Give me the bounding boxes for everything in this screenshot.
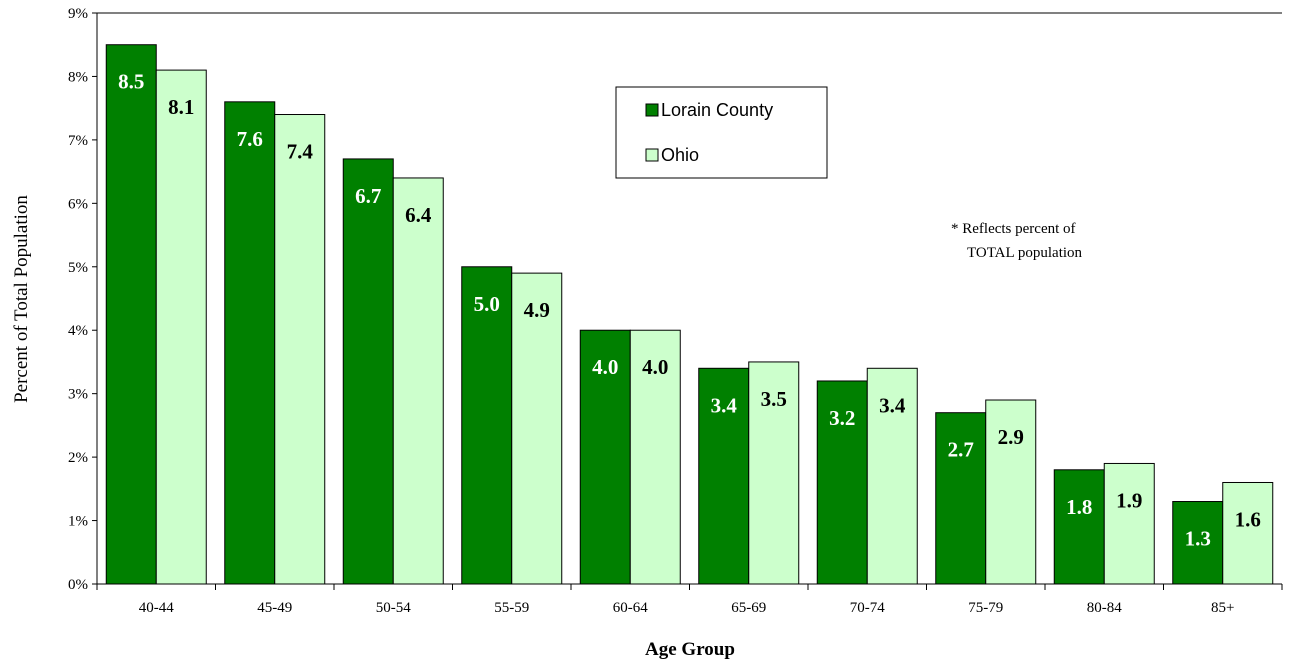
bar-ohio xyxy=(1103,462,1155,585)
data-label: 1.3 xyxy=(1185,527,1211,551)
x-tick-label: 50-54 xyxy=(376,600,411,616)
y-tick-label: 6% xyxy=(68,196,88,212)
y-tick-label: 7% xyxy=(68,133,88,149)
x-tick-label: 55-59 xyxy=(494,600,529,616)
data-label: 6.4 xyxy=(405,203,432,227)
legend: Lorain County Ohio xyxy=(615,86,828,179)
legend-box xyxy=(615,86,828,179)
bar-lorain-county xyxy=(579,329,631,585)
data-label: 8.5 xyxy=(118,70,144,94)
annotation-line-2: TOTAL population xyxy=(967,245,1083,261)
data-label: 3.4 xyxy=(711,393,738,417)
legend-label-lorain-county: Lorain County xyxy=(661,100,773,120)
bar-ohio xyxy=(985,399,1037,585)
y-tick-label: 2% xyxy=(68,450,88,466)
data-label: 8.1 xyxy=(168,95,194,119)
bar-ohio xyxy=(274,114,326,585)
x-axis-title: Age Group xyxy=(645,639,735,660)
data-label: 1.9 xyxy=(1116,488,1142,512)
bar-lorain-county xyxy=(816,380,868,585)
x-tick-label: 80-84 xyxy=(1087,600,1122,616)
bar-ohio xyxy=(392,177,444,585)
bar-lorain-county xyxy=(935,412,987,585)
y-tick-label: 4% xyxy=(68,323,88,339)
x-tick-label: 60-64 xyxy=(613,600,648,616)
bar-lorain-county xyxy=(1172,501,1224,585)
data-label: 5.0 xyxy=(474,292,500,316)
data-label: 3.4 xyxy=(879,393,906,417)
annotation-note: * Reflects percent of TOTAL population xyxy=(951,221,1083,261)
data-label: 1.6 xyxy=(1235,507,1261,531)
x-ticks: 40-44 45-49 50-54 55-59 60-64 65-69 70-74 75-79… xyxy=(96,584,1283,616)
data-label: 3.2 xyxy=(829,406,855,430)
y-tick-label: 3% xyxy=(68,387,88,403)
x-tick-label: 40-44 xyxy=(139,600,174,616)
x-tick-label: 65-69 xyxy=(731,600,766,616)
y-tick-label: 8% xyxy=(68,69,88,85)
x-tick-label: 85+ xyxy=(1211,600,1234,616)
y-tick-label: 0% xyxy=(68,577,88,593)
bar-lorain-county xyxy=(105,44,157,585)
annotation-line-1: * Reflects percent of xyxy=(951,221,1076,237)
bar-ohio xyxy=(629,329,681,585)
data-label: 2.7 xyxy=(948,438,974,462)
x-tick-label: 45-49 xyxy=(257,600,292,616)
bar-ohio xyxy=(748,361,800,585)
data-label: 4.0 xyxy=(592,355,618,379)
bar-lorain-county xyxy=(698,367,750,585)
y-axis-title: Percent of Total Population xyxy=(11,195,32,403)
bar-ohio xyxy=(1222,481,1274,585)
bar-ohio xyxy=(155,69,207,585)
data-label: 7.6 xyxy=(237,127,263,151)
x-tick-label: 75-79 xyxy=(968,600,1003,616)
data-label: 6.7 xyxy=(355,184,381,208)
y-tick-label: 5% xyxy=(68,260,88,276)
data-label: 1.8 xyxy=(1066,495,1092,519)
bar-ohio xyxy=(511,272,563,585)
bar-lorain-county xyxy=(224,101,276,585)
y-tick-label: 9% xyxy=(68,6,88,22)
y-ticks: 0% 1% 2% 3% 4% 5% 6% 7% 8% 9% xyxy=(68,6,97,593)
data-label: 3.5 xyxy=(761,387,787,411)
bar-lorain-county xyxy=(342,158,394,585)
data-label: 4.0 xyxy=(642,355,668,379)
bars xyxy=(105,44,1274,585)
x-tick-label: 70-74 xyxy=(850,600,885,616)
bar-lorain-county xyxy=(461,266,513,585)
bar-ohio xyxy=(866,367,918,585)
y-tick-label: 1% xyxy=(68,514,88,530)
legend-swatch-ohio xyxy=(645,148,659,162)
legend-swatch-lorain-county xyxy=(645,103,659,117)
data-label: 2.9 xyxy=(998,425,1024,449)
data-label: 4.9 xyxy=(524,298,550,322)
data-labels: 8.5 8.1 7.6 7.4 6.7 6.4 5.0 4.9 4.0 4.0 3.4 3.5 3.2 3… xyxy=(118,70,1261,551)
bar-lorain-county xyxy=(1053,469,1105,585)
data-label: 7.4 xyxy=(287,140,314,164)
legend-label-ohio: Ohio xyxy=(661,145,699,165)
